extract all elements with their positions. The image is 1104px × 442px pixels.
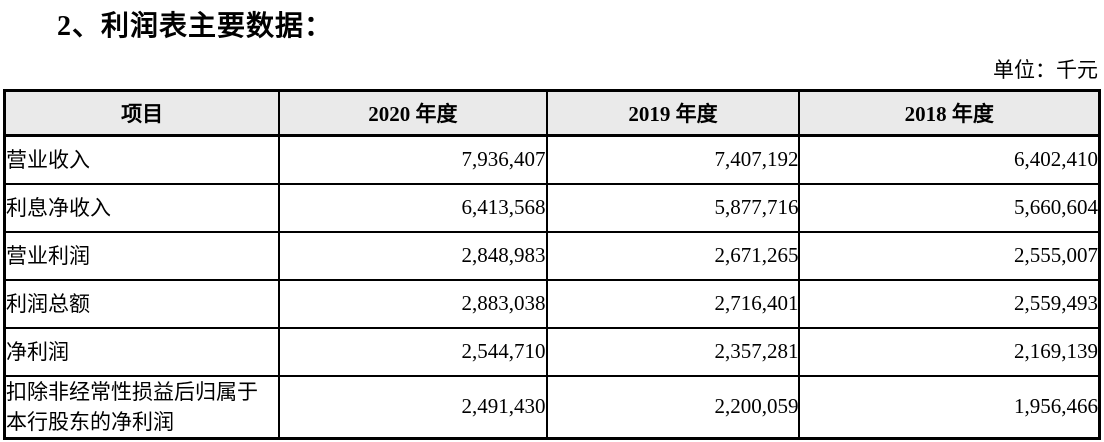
row-value: 2,357,281 bbox=[545, 326, 801, 377]
column-header-2020: 2020 年度 bbox=[278, 89, 548, 137]
table-body: 营业收入 7,936,407 7,407,192 6,402,410 利息净收入 6,41… bbox=[3, 134, 1101, 439]
row-value: 2,883,038 bbox=[278, 278, 548, 329]
table-row: 净利润 2,544,710 2,357,281 2,169,139 bbox=[3, 326, 1101, 377]
column-header-2019: 2019 年度 bbox=[545, 89, 801, 137]
row-value: 6,413,568 bbox=[278, 182, 548, 233]
table-row: 扣除非经常性损益后归属于本行股东的净利润 2,491,430 2,200,059 1,… bbox=[3, 374, 1101, 439]
row-value: 5,877,716 bbox=[545, 182, 801, 233]
section-title: 2、利润表主要数据： bbox=[57, 11, 334, 42]
row-value: 2,200,059 bbox=[545, 374, 801, 439]
column-header-item: 项目 bbox=[3, 89, 281, 137]
unit-label: 单位：千元 bbox=[993, 58, 1098, 82]
row-item-label: 营业收入 bbox=[3, 134, 281, 185]
row-item-label: 营业利润 bbox=[3, 230, 281, 281]
row-value: 2,671,265 bbox=[545, 230, 801, 281]
table-header-row: 项目 2020 年度 2019 年度 2018 年度 bbox=[3, 89, 1101, 137]
row-value: 2,555,007 bbox=[798, 230, 1101, 281]
profit-statement-table: 项目 2020 年度 2019 年度 2018 年度 营业收入 7,936,407… bbox=[3, 89, 1101, 440]
table-row: 营业收入 7,936,407 7,407,192 6,402,410 bbox=[3, 134, 1101, 185]
row-value: 6,402,410 bbox=[798, 134, 1101, 185]
row-value: 2,544,710 bbox=[278, 326, 548, 377]
row-item-label: 利润总额 bbox=[3, 278, 281, 329]
row-value: 2,848,983 bbox=[278, 230, 548, 281]
row-value: 7,407,192 bbox=[545, 134, 801, 185]
row-item-label: 净利润 bbox=[3, 326, 281, 377]
row-value: 2,169,139 bbox=[798, 326, 1101, 377]
row-value: 5,660,604 bbox=[798, 182, 1101, 233]
row-value: 2,491,430 bbox=[278, 374, 548, 439]
row-value: 2,559,493 bbox=[798, 278, 1101, 329]
row-value: 7,936,407 bbox=[278, 134, 548, 185]
row-value: 1,956,466 bbox=[798, 374, 1101, 439]
table-row: 营业利润 2,848,983 2,671,265 2,555,007 bbox=[3, 230, 1101, 281]
table-row: 利润总额 2,883,038 2,716,401 2,559,493 bbox=[3, 278, 1101, 329]
column-header-2018: 2018 年度 bbox=[798, 89, 1101, 137]
row-item-label: 扣除非经常性损益后归属于本行股东的净利润 bbox=[3, 374, 281, 439]
table-row: 利息净收入 6,413,568 5,877,716 5,660,604 bbox=[3, 182, 1101, 233]
row-item-label: 利息净收入 bbox=[3, 182, 281, 233]
row-value: 2,716,401 bbox=[545, 278, 801, 329]
